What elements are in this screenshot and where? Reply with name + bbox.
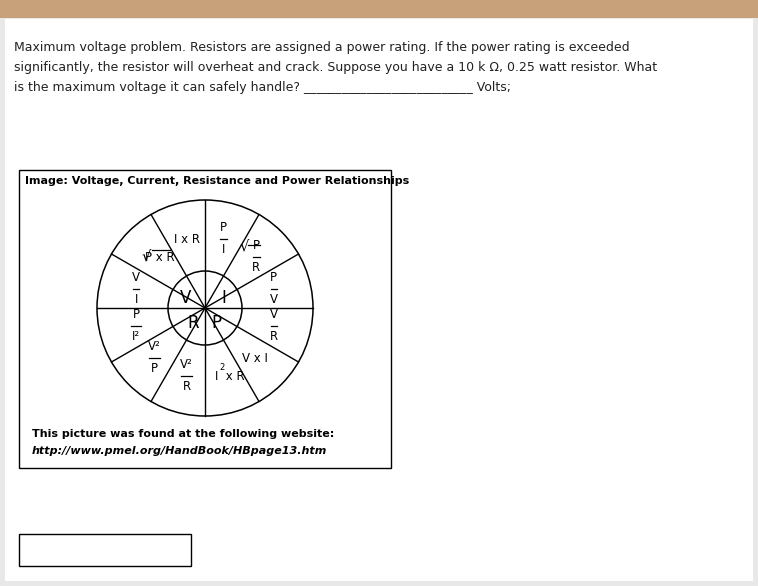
Text: V²: V² bbox=[180, 359, 193, 372]
Text: V: V bbox=[180, 289, 192, 308]
Text: I: I bbox=[222, 289, 227, 308]
Text: V²: V² bbox=[149, 340, 161, 353]
Text: √: √ bbox=[240, 239, 249, 254]
Text: R: R bbox=[270, 330, 278, 343]
Text: I: I bbox=[134, 293, 138, 306]
Text: is the maximum voltage it can safely handle? ___________________________ Volts;: is the maximum voltage it can safely han… bbox=[14, 81, 511, 94]
Text: R: R bbox=[252, 261, 261, 274]
Text: P: P bbox=[151, 362, 158, 375]
Bar bbox=[19, 534, 191, 566]
Text: V x I: V x I bbox=[243, 352, 268, 365]
Bar bbox=[0, 0, 758, 18]
Text: http://www.pmel.org/HandBook/HBpage13.htm: http://www.pmel.org/HandBook/HBpage13.ht… bbox=[32, 446, 327, 456]
Text: significantly, the resistor will overheat and crack. Suppose you have a 10 k Ω, : significantly, the resistor will overhea… bbox=[14, 61, 657, 74]
Bar bbox=[19, 170, 391, 468]
Text: P: P bbox=[271, 271, 277, 284]
Text: x R: x R bbox=[222, 370, 245, 383]
Text: P x R: P x R bbox=[145, 251, 174, 264]
Text: I: I bbox=[215, 370, 218, 383]
Text: I x R: I x R bbox=[174, 233, 199, 246]
Text: Image: Voltage, Current, Resistance and Power Relationships: Image: Voltage, Current, Resistance and … bbox=[25, 176, 409, 186]
Text: V: V bbox=[132, 271, 140, 284]
Text: P: P bbox=[253, 239, 260, 252]
Text: I²: I² bbox=[132, 330, 140, 343]
Text: P: P bbox=[220, 221, 227, 234]
Text: P: P bbox=[133, 308, 139, 321]
Text: R: R bbox=[183, 380, 190, 393]
Text: V: V bbox=[270, 293, 278, 306]
Text: √: √ bbox=[142, 248, 152, 263]
Text: Maximum voltage problem. Resistors are assigned a power rating. If the power rat: Maximum voltage problem. Resistors are a… bbox=[14, 41, 630, 54]
Text: R: R bbox=[188, 315, 199, 332]
Text: 2: 2 bbox=[220, 363, 224, 372]
Text: V: V bbox=[270, 308, 278, 321]
Text: This picture was found at the following website:: This picture was found at the following … bbox=[32, 429, 334, 439]
Text: P: P bbox=[211, 315, 221, 332]
Text: I: I bbox=[222, 243, 225, 255]
